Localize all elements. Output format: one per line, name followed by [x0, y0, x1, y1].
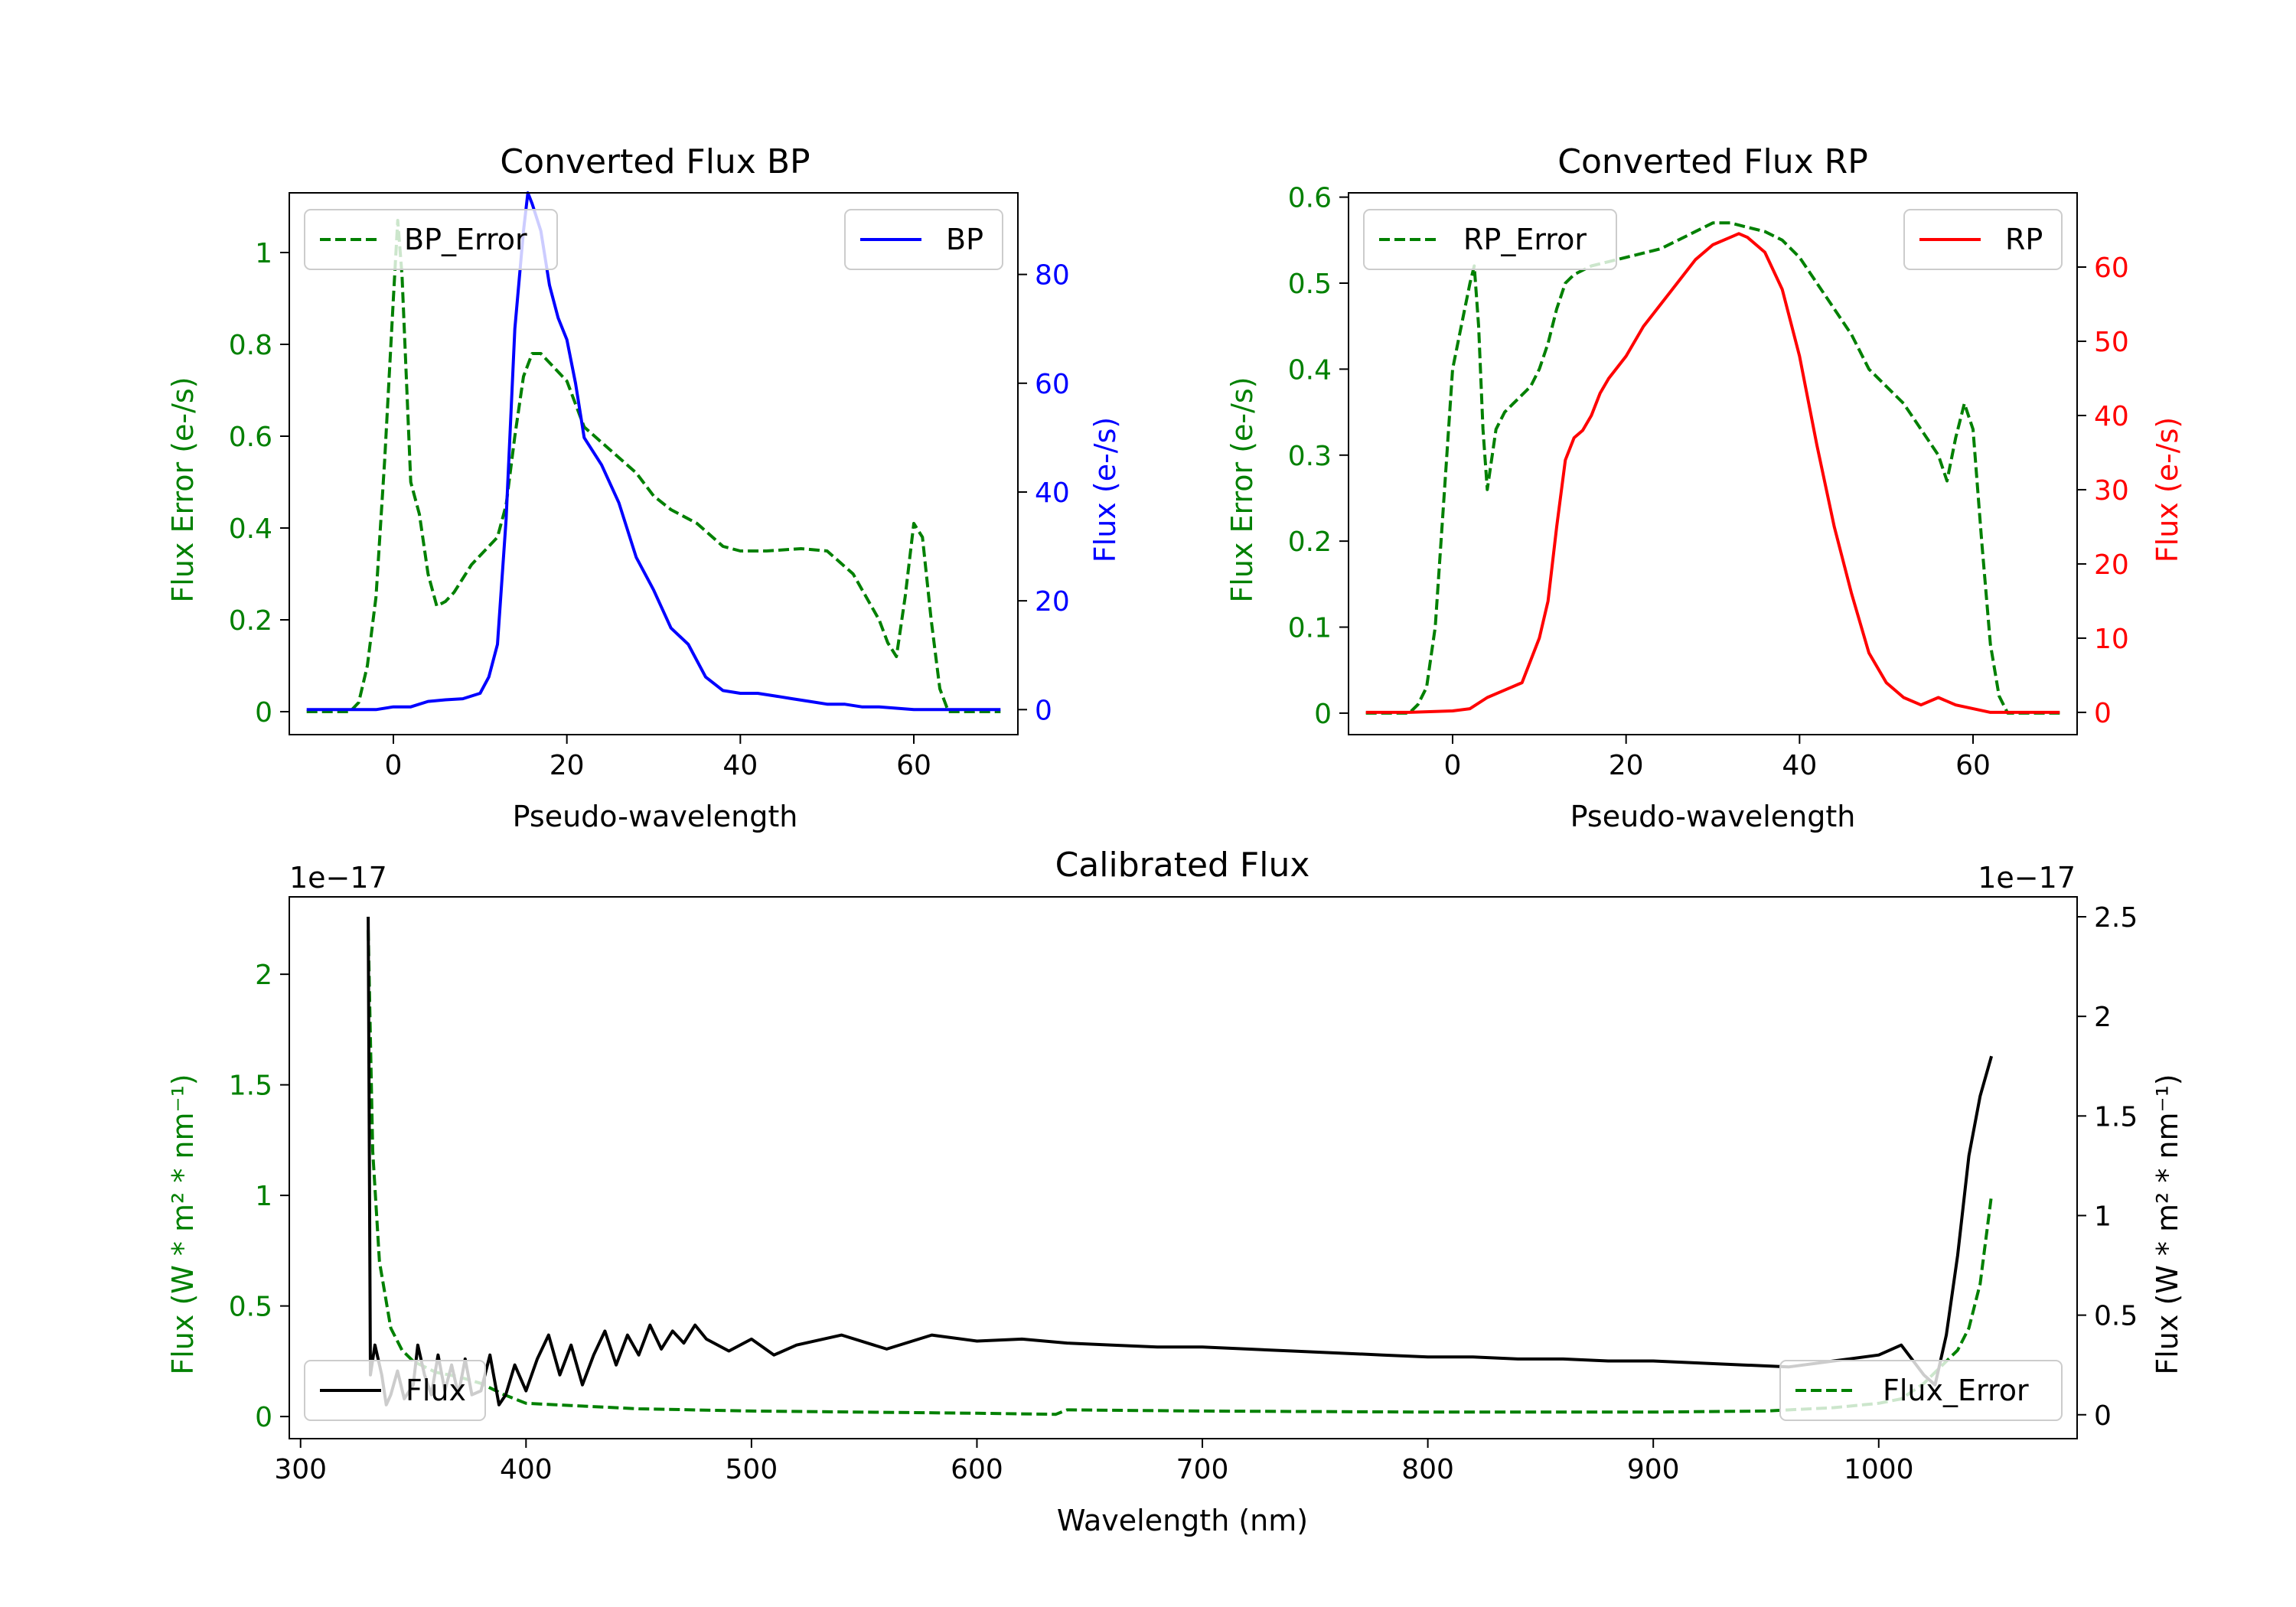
rp-right-y-tick-label: 10	[2094, 624, 2129, 655]
bp-legend-flux-label: BP	[946, 223, 983, 256]
calibrated-right-y-tick-label: 2.5	[2094, 902, 2138, 934]
rp-title: Converted Flux RP	[1557, 142, 1868, 181]
calibrated-x-tick-label: 300	[274, 1454, 327, 1485]
rp-legend-error: RP_Error	[1363, 209, 1617, 270]
calibrated-x-tick-label: 700	[1176, 1454, 1229, 1485]
calibrated-legend-error: Flux_Error	[1779, 1360, 2063, 1421]
bp-title: Converted Flux BP	[500, 142, 810, 181]
rp-axes-frame	[1348, 192, 2078, 735]
calibrated-right-y-tick-label: 1.5	[2094, 1101, 2138, 1133]
calibrated-left-y-tick-label: 0.5	[229, 1292, 272, 1323]
calibrated-right-y-tick-label: 0	[2094, 1400, 2112, 1432]
calibrated-x-tick-label: 400	[500, 1454, 553, 1485]
calibrated-x-tick-label: 500	[726, 1454, 778, 1485]
calibrated-panel: Calibrated Flux Wavelength (nm) 1e−17 1e…	[166, 846, 2184, 1537]
calibrated-left-y-tick-label: 1.5	[229, 1071, 272, 1102]
rp-left-y-tick-label: 0.3	[1288, 441, 1332, 472]
bp-x-tick-label: 0	[385, 750, 403, 781]
calibrated-right-y-tick-label: 0.5	[2094, 1301, 2138, 1332]
calibrated-x-tick-label: 600	[951, 1454, 1003, 1485]
bp-left-y-tick-label: 0.8	[229, 330, 272, 361]
calibrated-legend-error-label: Flux_Error	[1883, 1374, 2029, 1407]
calibrated-series-flux-error-line	[367, 930, 1994, 1416]
calibrated-x-tick-label: 800	[1401, 1454, 1454, 1485]
calibrated-left-y-axis-label: Flux (W * m² * nm⁻¹)	[166, 1074, 200, 1374]
calibrated-right-offset-label: 1e−17	[1978, 861, 2076, 895]
rp-left-y-tick-label: 0.1	[1288, 613, 1332, 644]
calibrated-legend-flux-label: Flux	[406, 1374, 466, 1407]
calibrated-right-y-tick-label: 2	[2094, 1002, 2112, 1033]
rp-right-y-tick-label: 60	[2094, 253, 2129, 284]
bp-left-y-tick-label: 1	[255, 238, 272, 269]
rp-x-axis-label: Pseudo-wavelength	[1570, 800, 1856, 833]
bp-left-y-tick-label: 0	[255, 697, 272, 729]
bp-right-y-tick-label: 20	[1035, 586, 1070, 618]
rp-right-y-tick-label: 40	[2094, 401, 2129, 432]
calibrated-legend-flux: Flux	[304, 1360, 486, 1421]
bp-axes-frame	[289, 192, 1019, 735]
bp-left-y-axis-label: Flux Error (e-/s)	[166, 376, 200, 602]
bp-left-y-tick-label: 0.2	[229, 605, 272, 637]
bp-x-tick-label: 20	[550, 750, 585, 781]
rp-x-tick-label: 20	[1609, 750, 1644, 781]
rp-x-tick-label: 60	[1955, 750, 1991, 781]
calibrated-left-y-tick-label: 0	[255, 1402, 272, 1433]
bp-left-y-tick-label: 0.4	[229, 513, 272, 545]
bp-right-y-tick-label: 40	[1035, 478, 1070, 509]
calibrated-axes-frame	[289, 896, 2078, 1439]
bp-x-tick-label: 40	[722, 750, 758, 781]
bp-panel: Converted Flux BP Pseudo-wavelength Flux…	[166, 142, 1122, 833]
rp-panel: Converted Flux RP Pseudo-wavelength Flux…	[1225, 142, 2184, 833]
calibrated-left-offset-label: 1e−17	[289, 861, 387, 895]
rp-legend-flux: RP	[1903, 209, 2063, 270]
bp-x-tick-label: 60	[896, 750, 931, 781]
rp-right-y-tick-label: 20	[2094, 549, 2129, 581]
rp-legend-error-label: RP_Error	[1463, 223, 1587, 256]
rp-series-rp-line	[1365, 232, 2060, 714]
rp-left-y-tick-label: 0.2	[1288, 526, 1332, 558]
bp-series-bp-line	[306, 191, 1001, 712]
calibrated-title: Calibrated Flux	[1055, 846, 1310, 885]
rp-left-y-tick-label: 0.4	[1288, 354, 1332, 386]
bp-right-y-tick-label: 60	[1035, 369, 1070, 400]
rp-right-y-tick-label: 0	[2094, 698, 2112, 729]
calibrated-left-y-tick-label: 2	[255, 960, 272, 991]
rp-left-y-tick-label: 0	[1314, 699, 1332, 730]
rp-left-y-tick-label: 0.6	[1288, 183, 1332, 214]
rp-right-y-axis-label: Flux (e-/s)	[2151, 417, 2184, 562]
bp-x-axis-label: Pseudo-wavelength	[513, 800, 798, 833]
calibrated-right-y-axis-label: Flux (W * m² * nm⁻¹)	[2151, 1074, 2184, 1374]
rp-x-tick-label: 40	[1782, 750, 1817, 781]
bp-legend-error: BP_Error	[304, 209, 558, 270]
bp-right-y-tick-label: 80	[1035, 260, 1070, 292]
bp-series-bp-error-line	[306, 219, 1001, 713]
calibrated-left-y-tick-label: 1	[255, 1181, 272, 1212]
calibrated-x-axis-label: Wavelength (nm)	[1057, 1504, 1308, 1537]
rp-legend-flux-label: RP	[2005, 223, 2043, 256]
bp-legend-flux: BP	[844, 209, 1003, 270]
rp-x-tick-label: 0	[1444, 750, 1462, 781]
bp-right-y-tick-label: 0	[1035, 695, 1052, 726]
rp-right-y-tick-label: 30	[2094, 475, 2129, 507]
bp-right-y-axis-label: Flux (e-/s)	[1088, 417, 1122, 562]
rp-left-y-tick-label: 0.5	[1288, 269, 1332, 300]
rp-right-y-tick-label: 50	[2094, 327, 2129, 358]
bp-legend-error-label: BP_Error	[404, 223, 527, 256]
calibrated-right-y-tick-label: 1	[2094, 1201, 2112, 1232]
calibrated-x-tick-label: 900	[1627, 1454, 1680, 1485]
bp-left-y-tick-label: 0.6	[229, 422, 272, 453]
rp-left-y-axis-label: Flux Error (e-/s)	[1225, 376, 1259, 602]
calibrated-x-tick-label: 1000	[1844, 1454, 1914, 1485]
